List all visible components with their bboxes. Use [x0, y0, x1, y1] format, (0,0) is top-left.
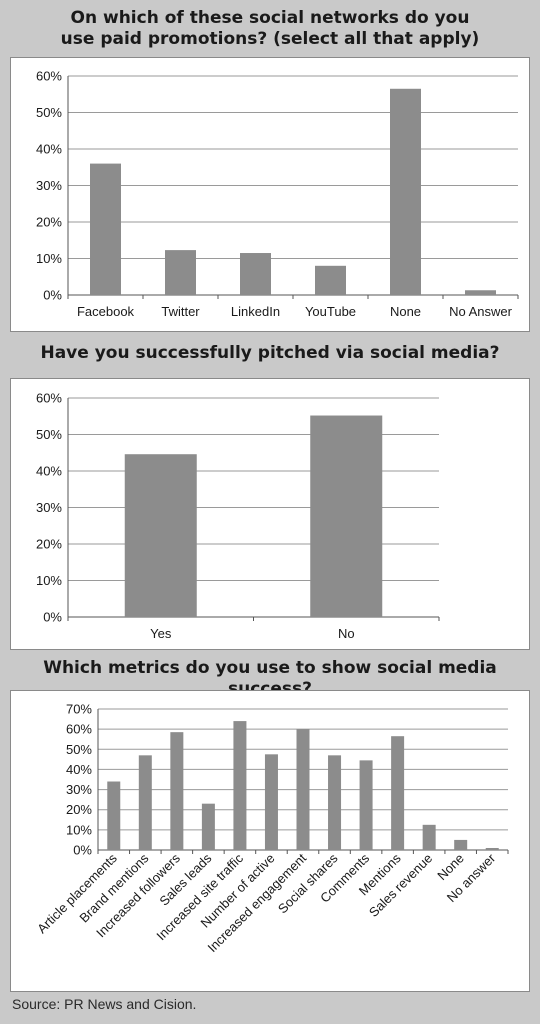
bar-linkedin — [240, 253, 271, 295]
y-tick-label: 0% — [73, 843, 92, 858]
bar-mentions — [391, 736, 405, 850]
title-line: On which of these social networks do you — [70, 8, 470, 28]
y-tick-label: 0% — [43, 610, 62, 625]
x-category-label: Facebook — [77, 304, 135, 319]
bar-sales-leads — [201, 803, 215, 850]
y-tick-label: 60% — [66, 722, 92, 737]
y-tick-label: 10% — [36, 251, 62, 266]
bar-increased-engagement — [296, 729, 310, 850]
y-tick-label: 60% — [36, 69, 62, 84]
chart-title-paid-promotions: On which of these social networks do you… — [0, 8, 540, 50]
y-tick-label: 40% — [66, 762, 92, 777]
chart-panel-pitched: 0% 10% 20% 30% 40% 50% 60% Yes No — [10, 378, 530, 650]
bar-sales-revenue — [422, 824, 436, 850]
y-tick-label: 40% — [36, 142, 62, 157]
bar-social-shares — [328, 755, 342, 850]
x-category-label: Yes — [150, 626, 172, 641]
y-tick-label: 0% — [43, 288, 62, 303]
x-category-label: No Answer — [449, 304, 513, 319]
bar-twitter — [165, 250, 196, 295]
bar-increased-site-traffic — [233, 721, 247, 850]
x-category-label: No — [338, 626, 355, 641]
title-line: use paid promotions? (select all that ap… — [60, 29, 480, 49]
bar-youtube — [315, 265, 346, 295]
y-tick-label: 30% — [66, 782, 92, 797]
y-tick-label: 60% — [36, 391, 62, 406]
bar-increased-followers — [170, 732, 184, 850]
chart-panel-metrics: 0% 10% 20% 30% 40% 50% 60% 70% Article placement… — [10, 690, 530, 992]
title-line: Have you successfully pitched via social… — [40, 343, 500, 363]
x-category-label: YouTube — [305, 304, 356, 319]
y-tick-label: 70% — [66, 702, 92, 717]
y-tick-label: 50% — [36, 105, 62, 120]
y-tick-label: 50% — [36, 427, 62, 442]
source-note: Source: PR News and Cision. — [12, 996, 197, 1012]
bar-no — [310, 415, 383, 617]
bar-chart-paid-promotions: 0% 10% 20% 30% 40% 50% 60% Facebook Twitter Linke… — [36, 69, 519, 319]
chart-panel-paid-promotions: 0% 10% 20% 30% 40% 50% 60% Facebook Twitter Linke… — [10, 57, 530, 332]
bar-no-answer — [465, 290, 496, 295]
bar-none — [454, 839, 468, 850]
x-category-label: None — [390, 304, 421, 319]
chart-title-pitched: Have you successfully pitched via social… — [0, 343, 540, 364]
y-tick-label: 20% — [36, 537, 62, 552]
bar-yes — [124, 454, 197, 617]
bar-chart-metrics: 0%10%20%30%40%50%60%70%Article placement… — [34, 702, 509, 955]
y-tick-label: 20% — [66, 802, 92, 817]
y-tick-label: 40% — [36, 464, 62, 479]
y-tick-label: 30% — [36, 178, 62, 193]
y-tick-label: 10% — [66, 822, 92, 837]
y-tick-label: 10% — [36, 573, 62, 588]
bar-facebook — [90, 163, 121, 295]
y-tick-label: 20% — [36, 215, 62, 230]
x-category-label: LinkedIn — [231, 304, 280, 319]
bar-article-placements — [107, 781, 121, 850]
y-tick-label: 50% — [66, 742, 92, 757]
bar-chart-pitched: 0% 10% 20% 30% 40% 50% 60% Yes No — [36, 391, 440, 641]
bar-number-of-active — [264, 754, 278, 850]
x-category-label: Twitter — [161, 304, 200, 319]
bar-brand-mentions — [138, 755, 152, 850]
bar-no-answer — [485, 847, 499, 850]
bar-comments — [359, 760, 373, 850]
y-tick-label: 30% — [36, 500, 62, 515]
bar-none — [390, 88, 421, 296]
